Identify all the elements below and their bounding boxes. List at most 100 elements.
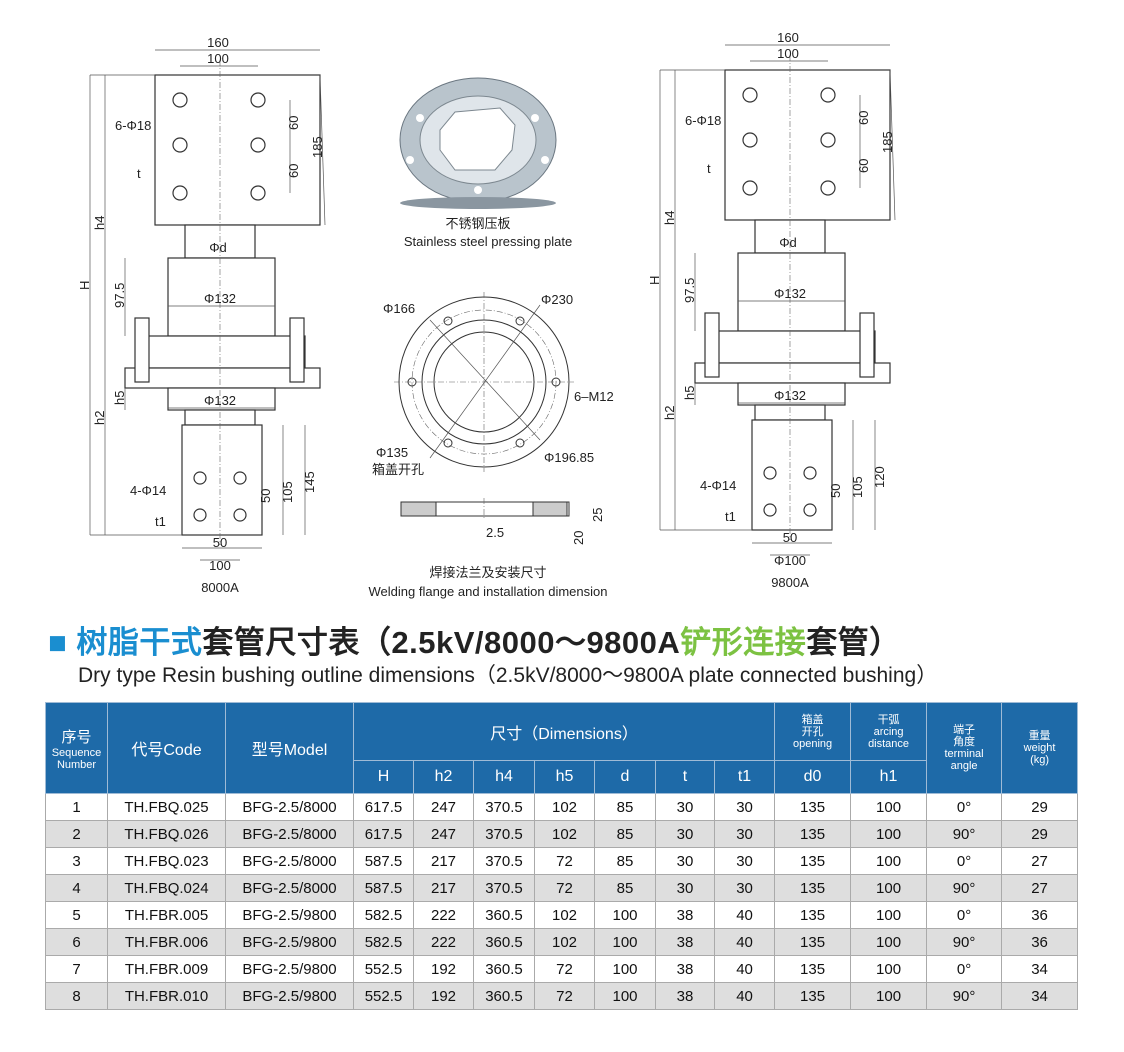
table-cell: TH.FBQ.026 — [107, 820, 226, 848]
table-title-cn: ■ 树脂干式套管尺寸表（2.5kV/8000～9800A铲形连接套管） — [48, 625, 901, 660]
subheader-d: d — [594, 760, 656, 794]
table-row: 4 TH.FBQ.024 BFG-2.5/8000 587.5 217 370.5 72 85… — [45, 874, 1079, 902]
table-cell: 72 — [534, 955, 595, 983]
label-holes2: 4-Φ14 — [130, 483, 166, 498]
bolt-hole — [820, 180, 836, 196]
table-cell: BFG-2.5/9800 — [225, 955, 354, 983]
table-cell: 360.5 — [473, 901, 535, 929]
table-cell: 135 — [774, 928, 852, 956]
upper-body — [167, 257, 276, 337]
table-cell: 0° — [926, 793, 1003, 821]
flange-dim-25: 25 — [590, 508, 605, 522]
label-h185: 185 — [310, 136, 325, 158]
header-opening: 箱盖 开孔 opening — [774, 702, 852, 761]
table-cell: 617.5 — [353, 820, 414, 848]
table-cell: 100 — [850, 820, 928, 848]
header-model: 型号Model — [225, 702, 354, 794]
table-cell: 100 — [850, 793, 928, 821]
table-cell: 102 — [534, 901, 595, 929]
table-cell: 247 — [413, 793, 474, 821]
table-cell: 72 — [534, 982, 595, 1010]
subheader-t: t — [655, 760, 715, 794]
table-cell: 0° — [926, 955, 1003, 983]
header-sequence: 序号 Sequence Number — [45, 702, 108, 794]
table-cell: 29 — [1001, 793, 1079, 821]
header-code: 代号Code — [107, 702, 226, 794]
table-cell: 360.5 — [473, 928, 535, 956]
label-t: t — [137, 166, 141, 181]
table-cell: 38 — [655, 928, 715, 956]
bolt-hole — [820, 132, 836, 148]
label-holes: 6-Φ18 — [115, 118, 151, 133]
label-w100: 100 — [777, 46, 799, 61]
label-h4: h4 — [662, 211, 677, 225]
label-b50: 50 — [213, 535, 227, 550]
bolt-hole — [172, 92, 188, 108]
bolt-hole — [172, 137, 188, 153]
header-arcing: 干弧 arcing distance — [850, 702, 928, 761]
label-h975: 97.5 — [112, 283, 127, 308]
flange-dim-2-5: 2.5 — [486, 525, 504, 540]
table-row: 6 TH.FBR.006 BFG-2.5/9800 582.5 222 360.5 102 1… — [45, 928, 1079, 956]
table-cell: 582.5 — [353, 928, 414, 956]
table-row: 7 TH.FBR.009 BFG-2.5/9800 552.5 192 360.5 72 10… — [45, 955, 1079, 983]
table-cell: 3 — [45, 847, 108, 875]
bolt-hole — [250, 185, 266, 201]
table-cell: 552.5 — [353, 955, 414, 983]
table-cell: 30 — [655, 793, 715, 821]
label-h2: h2 — [92, 411, 107, 425]
table-cell: 135 — [774, 901, 852, 929]
flange — [139, 335, 306, 369]
bolt-hole — [250, 92, 266, 108]
table-cell: 40 — [713, 955, 776, 983]
plate-caption-en: Stainless steel pressing plate — [404, 234, 572, 249]
label-holes: 6-Φ18 — [685, 113, 721, 128]
table-cell: 370.5 — [473, 820, 535, 848]
label-bh: 145 — [302, 471, 317, 493]
table-cell: 4 — [45, 874, 108, 902]
subheader-H: H — [353, 760, 414, 794]
bolt-hole — [172, 185, 188, 201]
table-cell: 222 — [413, 928, 474, 956]
table-cell: 100 — [850, 982, 928, 1010]
bolt-hole — [803, 503, 817, 517]
table-cell: 34 — [1001, 955, 1079, 983]
table-cell: 27 — [1001, 874, 1079, 902]
table-cell: 38 — [655, 955, 715, 983]
label-b50: 50 — [783, 530, 797, 545]
flange-caption-en: Welding flange and installation dimensio… — [369, 584, 608, 599]
label-t1: t1 — [155, 514, 166, 529]
table-cell: 38 — [655, 901, 715, 929]
table-cell: 27 — [1001, 847, 1079, 875]
label-phid: Φd — [209, 240, 227, 255]
table-cell: 552.5 — [353, 982, 414, 1010]
table-cell: 1 — [45, 793, 108, 821]
table-cell: 100 — [594, 982, 656, 1010]
bolt-hole — [820, 87, 836, 103]
flange — [709, 330, 876, 364]
table-cell: 135 — [774, 955, 852, 983]
table-cell: 135 — [774, 847, 852, 875]
table-cell: 2 — [45, 820, 108, 848]
dimension-line — [889, 69, 896, 221]
table-row: 8 TH.FBR.010 BFG-2.5/9800 552.5 192 360.5 72 10… — [45, 982, 1079, 1010]
table-cell: 72 — [534, 847, 595, 875]
table-cell: 102 — [534, 793, 595, 821]
table-cell: TH.FBR.006 — [107, 928, 226, 956]
table-cell: 36 — [1001, 901, 1079, 929]
header-dimensions: 尺寸（Dimensions） — [352, 702, 776, 761]
table-cell: 7 — [45, 955, 108, 983]
table-cell: 30 — [713, 820, 776, 848]
table-cell: 100 — [850, 874, 928, 902]
label-h185: 185 — [880, 131, 895, 153]
header-terminal-angle: 端子 角度 terminal angle — [926, 702, 1003, 794]
bolt-hole — [803, 466, 817, 480]
table-cell: 582.5 — [353, 901, 414, 929]
table-cell: TH.FBQ.023 — [107, 847, 226, 875]
table-cell: 360.5 — [473, 982, 535, 1010]
bolt-hole — [193, 508, 207, 522]
table-cell: BFG-2.5/8000 — [225, 820, 354, 848]
table-cell: 90° — [926, 874, 1003, 902]
flange-phi230: Φ230 — [541, 292, 573, 307]
